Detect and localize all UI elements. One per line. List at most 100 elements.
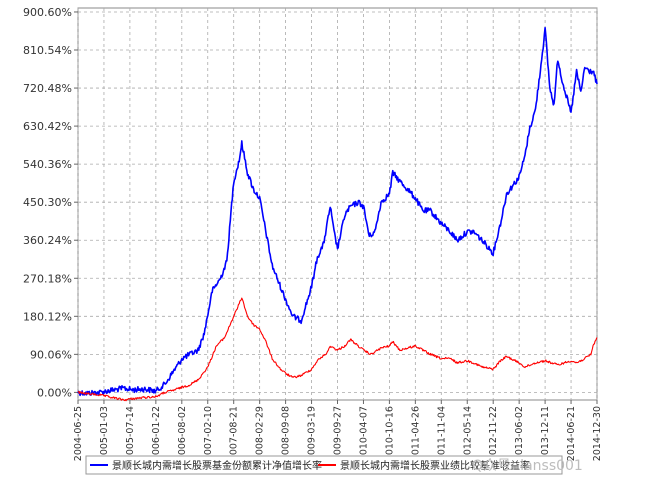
data-point-series-2	[259, 328, 260, 329]
data-point-series-2	[506, 356, 507, 357]
data-point-series-1	[165, 383, 166, 384]
data-point-series-1	[407, 189, 408, 190]
data-point-series-1	[344, 214, 345, 215]
data-point-series-2	[519, 362, 520, 363]
data-point-series-1	[99, 392, 100, 393]
x-tick-label: 2014-12-30	[592, 406, 603, 461]
data-point-series-1	[529, 130, 530, 131]
data-point-series-2	[77, 392, 78, 393]
data-point-series-2	[111, 397, 112, 398]
data-point-series-1	[212, 290, 213, 291]
x-tick-label: 2014-06-21	[566, 406, 577, 461]
x-tick-label: 2012-05-14	[462, 406, 473, 461]
data-point-series-2	[350, 339, 351, 340]
data-point-series-1	[265, 231, 266, 232]
data-point-series-1	[415, 197, 416, 198]
data-point-series-1	[358, 202, 359, 203]
x-tick-label: 2004-06-25	[73, 406, 84, 461]
x-tick-label: 2012-11-22	[488, 406, 499, 461]
y-tick-label: 630.42%	[23, 120, 72, 133]
data-point-series-2	[457, 362, 458, 363]
x-tick-label: 2008-02-29	[255, 406, 266, 461]
data-point-series-1	[380, 202, 381, 203]
data-point-series-1	[374, 231, 375, 232]
data-point-series-2	[253, 324, 254, 325]
legend-label-series-1: 景顺长城内需增长股票基金份额累计净值增长率	[112, 459, 322, 472]
data-point-series-1	[241, 143, 242, 144]
data-point-series-1	[500, 223, 501, 224]
x-tick-label: 2009-03-19	[307, 406, 318, 461]
data-point-series-1	[181, 358, 182, 359]
data-point-series-2	[224, 337, 225, 338]
data-point-series-1	[330, 206, 331, 207]
data-point-series-2	[285, 373, 286, 374]
legend: 景顺长城内需增长股票基金份额累计净值增长率 景顺长城内需增长股票业绩比较基准收益…	[85, 455, 563, 475]
plot-area	[77, 7, 598, 401]
x-tick-label: 2009-09-27	[333, 406, 344, 461]
y-tick-label: 90.06%	[30, 348, 72, 361]
x-tick-label: 2013-12-11	[540, 406, 551, 461]
y-tick-label: 0.00%	[37, 386, 72, 399]
data-point-series-1	[399, 181, 400, 182]
data-point-series-1	[144, 388, 145, 389]
x-tick-label: 2010-10-16	[384, 406, 395, 461]
data-point-series-2	[292, 377, 293, 378]
data-point-series-2	[239, 303, 240, 304]
y-tick-label: 810.54%	[23, 44, 72, 57]
data-point-series-1	[389, 193, 390, 194]
data-point-series-2	[144, 397, 145, 398]
x-tick-label: 2007-02-10	[203, 406, 214, 461]
data-point-series-1	[392, 172, 393, 173]
data-point-series-1	[592, 71, 593, 72]
data-point-series-1	[301, 320, 302, 321]
data-point-series-1	[467, 231, 468, 232]
data-point-series-1	[422, 210, 423, 211]
data-point-series-2	[524, 366, 525, 367]
grid	[77, 8, 598, 400]
data-point-series-1	[272, 265, 273, 266]
data-point-series-2	[467, 360, 468, 361]
data-point-series-2	[241, 297, 242, 298]
data-point-series-1	[482, 240, 483, 241]
data-point-series-2	[590, 354, 591, 355]
data-point-series-2	[473, 362, 474, 363]
data-point-series-1	[363, 206, 364, 207]
data-point-series-1	[292, 316, 293, 317]
data-point-series-2	[584, 358, 585, 359]
data-point-series-2	[344, 345, 345, 346]
x-tick-label: 2006-08-02	[177, 406, 188, 461]
data-point-series-1	[584, 67, 585, 68]
data-point-series-1	[539, 75, 540, 76]
data-point-series-1	[111, 390, 112, 391]
data-point-series-2	[545, 360, 546, 361]
data-point-series-1	[545, 29, 546, 30]
data-point-series-2	[173, 390, 174, 391]
x-tick-label: 2011-04-26	[410, 406, 421, 461]
data-point-series-2	[311, 369, 312, 370]
data-point-series-2	[576, 362, 577, 363]
data-point-series-1	[570, 113, 571, 114]
data-point-series-1	[596, 83, 597, 84]
data-point-series-2	[216, 345, 217, 346]
x-tick-label: 2008-09-08	[281, 406, 292, 461]
data-point-series-1	[561, 79, 562, 80]
y-tick-label: 180.12%	[23, 310, 72, 323]
data-point-series-1	[430, 210, 431, 211]
x-tick-label: 2010-04-07	[358, 406, 369, 461]
data-point-series-2	[198, 379, 199, 380]
data-point-series-2	[370, 354, 371, 355]
data-point-series-2	[482, 366, 483, 367]
data-point-series-1	[535, 109, 536, 110]
y-tick-label: 720.48%	[23, 82, 72, 95]
data-point-series-2	[392, 341, 393, 342]
y-tick-label: 900.60%	[23, 6, 72, 19]
data-point-series-1	[580, 92, 581, 93]
x-tick-label: 2013-06-02	[514, 406, 525, 461]
watermark: Q众号: lanss001	[472, 458, 583, 474]
data-point-series-1	[588, 71, 589, 72]
data-point-series-1	[506, 193, 507, 194]
data-point-series-1	[553, 105, 554, 106]
data-point-series-1	[132, 389, 133, 390]
data-point-series-2	[327, 352, 328, 353]
